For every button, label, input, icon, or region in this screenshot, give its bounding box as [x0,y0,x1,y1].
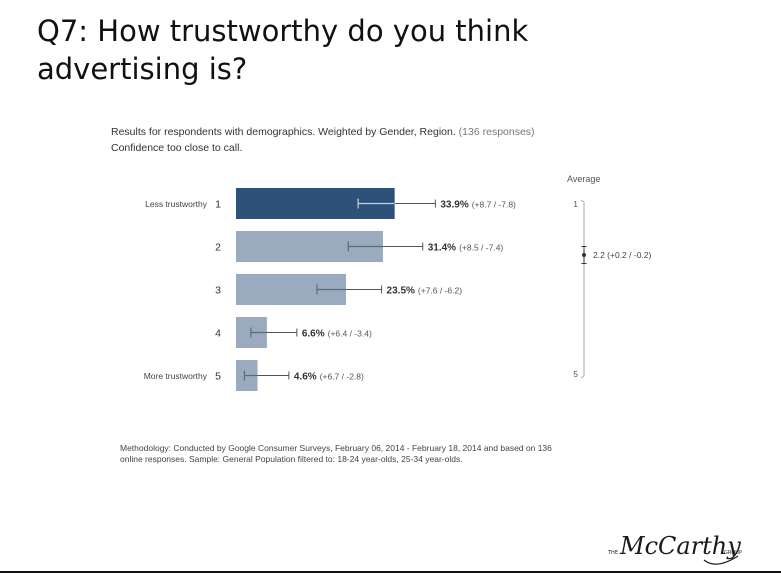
average-marker [582,253,586,257]
value-label-2: 31.4% (+8.5 / -7.4) [428,243,504,254]
average-scale-line [580,199,585,379]
svg-text:McCarthy: McCarthy [619,532,741,560]
error-range-5: (+6.7 / -2.8) [320,372,364,382]
value-percent-5: 4.6% [294,372,317,383]
value-percent-3: 23.5% [387,286,415,297]
svg-text:THE: THE [607,550,618,556]
error-range-1: (+8.7 / -7.8) [472,200,516,210]
value-label-5: 4.6% (+6.7 / -2.8) [294,372,364,383]
methodology-note: Methodology: Conducted by Google Consume… [120,443,552,464]
average-scale-min: 1 [573,199,578,209]
subtitle-weighting: Results for respondents with demographic… [111,126,456,138]
value-percent-2: 31.4% [428,243,456,254]
average-title: Average [567,174,601,184]
category-number-3: 3 [215,285,221,297]
average-scale-max: 5 [573,369,578,379]
chart-subtitle: Results for respondents with demographic… [111,124,535,156]
value-percent-4: 6.6% [302,329,325,340]
category-label-5: More trustworthy [144,371,208,381]
category-number-5: 5 [215,371,221,383]
error-range-2: (+8.5 / -7.4) [459,243,503,253]
category-number-1: 1 [215,199,221,211]
error-range-4: (+6.4 / -3.4) [328,329,372,339]
category-number-4: 4 [215,328,221,340]
page-title: Q7: How trustworthy do you think adverti… [37,14,529,86]
value-label-1: 33.9% (+8.7 / -7.8) [440,200,516,211]
subtitle-line-2: Confidence too close to call. [111,142,243,154]
bottom-divider [0,571,781,573]
value-percent-1: 33.9% [440,200,468,211]
category-number-2: 2 [215,242,221,254]
responses-count: (136 responses) [458,126,535,138]
value-label-3: 23.5% (+7.6 / -6.2) [387,286,463,297]
average-value-label: 2.2 (+0.2 / -0.2) [593,250,652,260]
category-label-1: Less trustworthy [145,199,208,209]
subtitle-line-1: Results for respondents with demographic… [111,124,535,140]
svg-text:GROUP: GROUP [724,550,742,556]
mccarthy-group-logo: THE McCarthy GROUP [607,532,742,565]
value-label-4: 6.6% (+6.4 / -3.4) [302,329,372,340]
error-range-3: (+7.6 / -6.2) [418,286,462,296]
